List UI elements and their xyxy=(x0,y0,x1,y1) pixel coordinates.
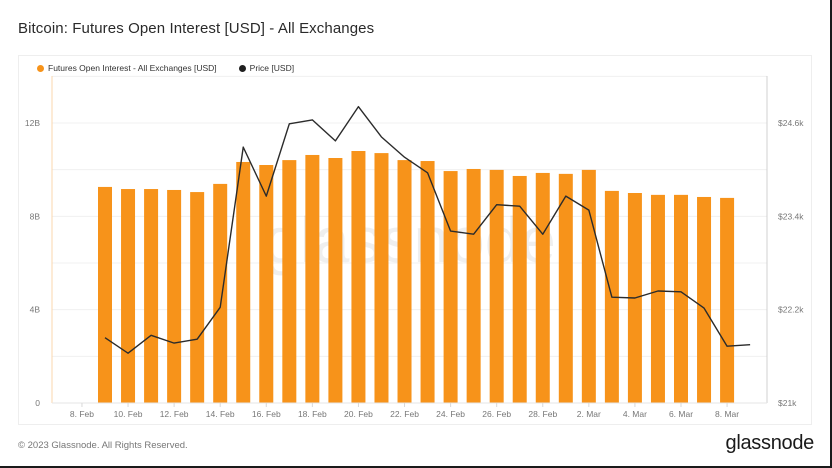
x-axis-tick-label: 12. Feb xyxy=(160,409,189,419)
x-axis-tick-label: 2. Mar xyxy=(577,409,601,419)
open-interest-bar[interactable] xyxy=(190,192,205,403)
open-interest-bar[interactable] xyxy=(720,197,735,403)
open-interest-bar[interactable] xyxy=(650,194,665,403)
open-interest-bar[interactable] xyxy=(305,154,320,403)
open-interest-bar[interactable] xyxy=(328,158,343,403)
x-axis-tick-label: 8. Mar xyxy=(715,409,739,419)
chart-title: Bitcoin: Futures Open Interest [USD] - A… xyxy=(18,20,375,37)
open-interest-bar[interactable] xyxy=(351,151,366,403)
open-interest-bars xyxy=(98,151,735,403)
open-interest-bar[interactable] xyxy=(236,161,251,403)
right-axis-ticks: $21k $22.2k $23.4k $24.6k xyxy=(778,118,804,408)
open-interest-bar[interactable] xyxy=(144,189,159,403)
open-interest-bar[interactable] xyxy=(213,183,228,403)
x-axis-tick-label: 18. Feb xyxy=(298,409,327,419)
open-interest-bar[interactable] xyxy=(581,169,596,403)
open-interest-bar[interactable] xyxy=(282,160,297,403)
price-line xyxy=(104,105,751,354)
x-axis-tick-label: 6. Mar xyxy=(669,409,693,419)
x-axis-tick-label: 22. Feb xyxy=(390,409,419,419)
x-axis-tick-label: 16. Feb xyxy=(252,409,281,419)
open-interest-bar[interactable] xyxy=(374,153,389,403)
open-interest-bar[interactable] xyxy=(420,161,435,403)
right-axis-tick-label: $23.4k xyxy=(778,211,804,221)
x-axis-tick-label: 28. Feb xyxy=(528,409,557,419)
x-axis-tick-label: 20. Feb xyxy=(344,409,373,419)
open-interest-bar[interactable] xyxy=(443,171,458,403)
open-interest-bar[interactable] xyxy=(674,194,688,403)
right-axis-tick-label: $24.6k xyxy=(778,118,804,128)
open-interest-bar[interactable] xyxy=(397,160,412,403)
open-interest-bar[interactable] xyxy=(167,189,182,403)
legend-dot-price-icon xyxy=(238,64,246,72)
open-interest-bar[interactable] xyxy=(535,172,550,403)
legend-item-open-interest[interactable]: Futures Open Interest - All Exchanges [U… xyxy=(37,63,217,73)
open-interest-bar[interactable] xyxy=(512,175,527,403)
left-axis-tick-label: 8B xyxy=(30,211,41,221)
legend-label-price: Price [USD] xyxy=(249,63,295,73)
open-interest-bar[interactable] xyxy=(259,165,274,403)
x-axis-tick-label: 10. Feb xyxy=(114,409,143,419)
glassnode-logo: glassnode xyxy=(725,432,815,454)
chart-panel xyxy=(18,55,812,425)
legend-label-open-interest: Futures Open Interest - All Exchanges [U… xyxy=(48,63,217,73)
x-axis-tick-label: 4. Mar xyxy=(623,409,647,419)
left-axis-tick-label: 12B xyxy=(25,118,40,128)
x-axis-tick-label: 26. Feb xyxy=(482,409,511,419)
open-interest-bar[interactable] xyxy=(98,186,112,403)
open-interest-bar[interactable] xyxy=(121,189,136,403)
open-interest-bar[interactable] xyxy=(558,173,573,403)
x-axis-ticks: 8. Feb 10. Feb 12. Feb 14. Feb 16. Feb 18. Fe… xyxy=(70,403,739,419)
open-interest-bar[interactable] xyxy=(697,196,712,403)
left-axis-tick-label: 4B xyxy=(30,305,41,315)
left-axis-tick-label: 0 xyxy=(35,398,40,408)
legend-dot-open-interest-icon xyxy=(37,64,44,72)
open-interest-bar[interactable] xyxy=(466,168,481,403)
chart-legend: Futures Open Interest - All Exchanges [U… xyxy=(37,63,294,73)
right-axis-tick-label: $22.2k xyxy=(778,305,804,315)
x-axis-tick-label: 8. Feb xyxy=(70,409,94,419)
footer-copyright: © 2023 Glassnode. All Rights Reserved. xyxy=(18,440,188,451)
legend-item-price[interactable]: Price [USD] xyxy=(238,63,295,73)
right-axis-tick-label: $21k xyxy=(778,398,797,408)
left-axis-ticks: 0 4B 8B 12B xyxy=(25,118,40,408)
x-axis-tick-label: 14. Feb xyxy=(206,409,235,419)
open-interest-bar[interactable] xyxy=(489,169,504,403)
x-axis-tick-label: 24. Feb xyxy=(436,409,465,419)
